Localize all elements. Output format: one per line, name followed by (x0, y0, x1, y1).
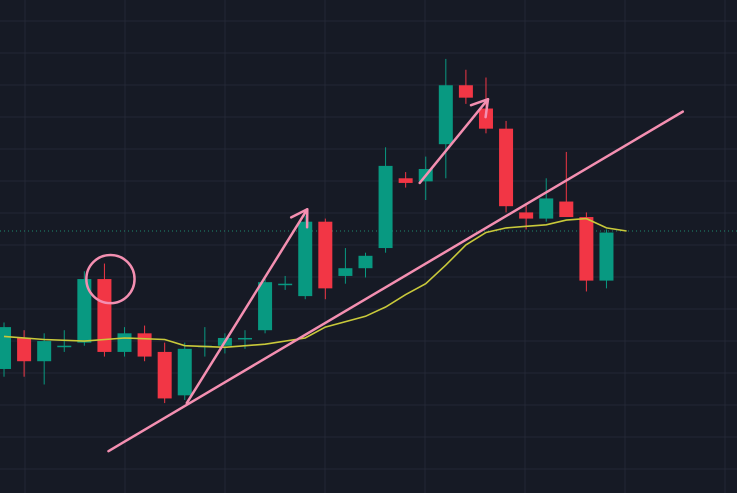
candle-bearish (478, 108, 493, 129)
highlight-circle (85, 253, 136, 305)
candle-bullish (117, 333, 132, 352)
candle-bullish (378, 165, 393, 249)
candle-bullish (37, 341, 52, 362)
drawing-layer (85, 97, 685, 453)
candle-bullish (57, 345, 72, 348)
arrow-line (418, 97, 490, 185)
candle-bearish (559, 201, 574, 218)
candle-bearish (17, 337, 32, 362)
candle-bearish (398, 178, 413, 183)
candle-bullish (258, 282, 273, 331)
candle-bearish (499, 128, 514, 207)
arrow-head (289, 208, 309, 229)
candle-bearish (519, 212, 534, 219)
candle-bullish (539, 198, 554, 219)
moving-average-line (3, 217, 627, 349)
candle-bearish (137, 333, 152, 357)
candle-bearish (157, 351, 172, 399)
trend-line (107, 110, 685, 453)
arrow-head (469, 97, 490, 119)
candle-bearish (97, 279, 112, 352)
candle-bullish (358, 255, 373, 269)
candle-bullish (278, 283, 293, 286)
candle-bullish (338, 268, 353, 276)
candle-bullish (298, 221, 313, 297)
candle-bullish (237, 337, 252, 340)
candle-bullish (0, 327, 12, 369)
candle-bearish (458, 85, 473, 98)
candle-bearish (579, 217, 594, 281)
candle-bullish (599, 232, 614, 281)
candle-bullish (438, 85, 453, 145)
candle-bullish (77, 279, 92, 343)
candle-bearish (318, 221, 333, 289)
arrow-line (185, 208, 309, 405)
candle-bullish (177, 348, 192, 396)
